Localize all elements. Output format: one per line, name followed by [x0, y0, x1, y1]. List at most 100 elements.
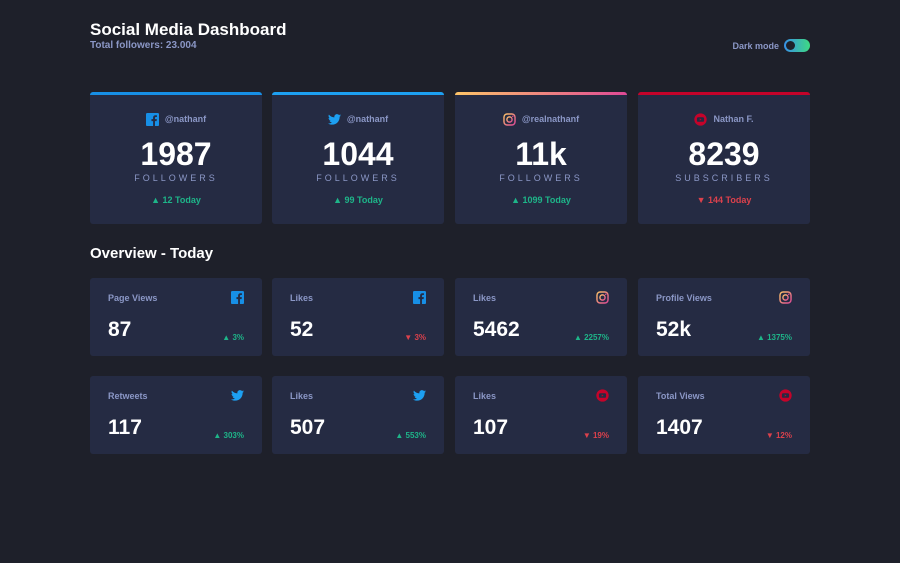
card-handle-row: @nathanf — [272, 112, 444, 126]
overview-title: Overview - Today — [90, 245, 214, 262]
card-instagram[interactable]: @realnathanf 11k FOLLOWERS ▲ 1099 Today — [455, 92, 627, 224]
overview-value: 52 — [290, 318, 314, 341]
overview-card-youtube-likes[interactable]: Likes 107 ▼ 19% — [455, 376, 627, 454]
overview-percent: 3% — [414, 333, 426, 342]
instagram-icon — [503, 112, 516, 126]
card-count: 11k — [515, 136, 567, 172]
card-today: ▲ 99 Today — [272, 195, 444, 205]
overview-card-instagram-profile-views[interactable]: Profile Views 52k ▲ 1375% — [638, 278, 810, 356]
card-handle: @nathanf — [346, 114, 389, 124]
overview-percent: 1375% — [767, 333, 792, 342]
dark-mode-label: Dark mode — [732, 40, 779, 51]
overview-card-facebook-page-views[interactable]: Page Views 87 ▲ 3% — [90, 278, 262, 356]
card-today-text: 144 Today — [708, 195, 752, 205]
arrow-up-icon: ▲ — [222, 333, 233, 342]
card-today: ▲ 12 Today — [90, 195, 262, 205]
card-count: 8239 — [688, 136, 760, 172]
dark-mode-control: Dark mode — [732, 39, 810, 52]
card-today: ▲ 1099 Today — [455, 195, 627, 205]
overview-value: 87 — [108, 318, 132, 341]
arrow-up-icon: ▲ — [333, 195, 343, 205]
arrow-down-icon: ▼ — [696, 195, 706, 205]
card-accent-bar — [638, 92, 810, 95]
overview-label: Likes — [473, 293, 497, 303]
card-unit: FOLLOWERS — [499, 173, 583, 183]
card-today-text: 12 Today — [162, 195, 201, 205]
youtube-icon — [779, 389, 792, 402]
overview-value: 107 — [473, 416, 509, 439]
overview-card-facebook-likes[interactable]: Likes 52 ▼ 3% — [272, 278, 444, 356]
card-handle-row: @nathanf — [90, 112, 262, 126]
card-handle-row: Nathan F. — [638, 112, 810, 126]
overview-label: Page Views — [108, 293, 158, 303]
overview-change: ▲ 553% — [395, 431, 426, 440]
toggle-knob — [786, 41, 795, 50]
arrow-up-icon: ▲ — [573, 333, 585, 342]
twitter-icon — [327, 113, 341, 126]
youtube-icon — [596, 389, 609, 402]
facebook-icon — [231, 291, 244, 304]
card-handle: @nathanf — [164, 114, 207, 124]
card-unit: SUBSCRIBERS — [675, 173, 773, 183]
card-handle: @realnathanf — [521, 114, 580, 124]
overview-percent: 303% — [223, 431, 244, 440]
overview-percent: 19% — [592, 431, 609, 440]
overview-value: 117 — [108, 416, 142, 439]
card-facebook[interactable]: @nathanf 1987 FOLLOWERS ▲ 12 Today — [90, 92, 262, 224]
instagram-icon — [596, 291, 609, 304]
overview-change: ▲ 3% — [222, 333, 244, 342]
overview-percent: 2257% — [584, 333, 609, 342]
overview-change: ▼ 3% — [404, 333, 426, 342]
overview-label: Likes — [290, 293, 314, 303]
overview-change: ▲ 1375% — [757, 333, 792, 342]
card-today-text: 99 Today — [344, 195, 383, 205]
card-today-text: 1099 Today — [522, 195, 571, 205]
overview-value: 52k — [656, 318, 692, 341]
card-unit: FOLLOWERS — [134, 173, 218, 183]
overview-value: 5462 — [473, 318, 520, 341]
card-handle-row: @realnathanf — [455, 112, 627, 126]
overview-percent: 3% — [232, 333, 244, 342]
overview-card-instagram-likes[interactable]: Likes 5462 ▲ 2257% — [455, 278, 627, 356]
arrow-up-icon: ▲ — [395, 431, 406, 440]
overview-percent: 553% — [405, 431, 426, 440]
overview-card-twitter-likes[interactable]: Likes 507 ▲ 553% — [272, 376, 444, 454]
card-count: 1987 — [140, 136, 212, 172]
overview-change: ▼ 19% — [583, 431, 609, 440]
dark-mode-toggle[interactable] — [784, 39, 810, 52]
overview-label: Likes — [290, 391, 314, 401]
card-today: ▼ 144 Today — [638, 195, 810, 205]
overview-label: Profile Views — [656, 293, 712, 303]
arrow-down-icon: ▼ — [582, 431, 593, 440]
overview-card-youtube-total-views[interactable]: Total Views 1407 ▼ 12% — [638, 376, 810, 454]
card-handle: Nathan F. — [713, 114, 754, 124]
page-title: Social Media Dashboard — [90, 20, 287, 39]
card-count: 1044 — [322, 136, 394, 172]
card-twitter[interactable]: @nathanf 1044 FOLLOWERS ▲ 99 Today — [272, 92, 444, 224]
overview-label: Total Views — [656, 391, 705, 401]
facebook-icon — [413, 291, 426, 304]
card-accent-bar — [272, 92, 444, 95]
overview-change: ▲ 303% — [213, 431, 244, 440]
arrow-up-icon: ▲ — [511, 195, 521, 205]
overview-value: 507 — [290, 416, 326, 439]
youtube-icon — [694, 112, 708, 126]
overview-change: ▲ 2257% — [574, 333, 609, 342]
instagram-icon — [779, 291, 792, 304]
overview-value: 1407 — [656, 416, 703, 439]
arrow-down-icon: ▼ — [404, 333, 415, 342]
card-unit: FOLLOWERS — [316, 173, 400, 183]
card-accent-bar — [455, 92, 627, 95]
card-youtube[interactable]: Nathan F. 8239 SUBSCRIBERS ▼ 144 Today — [638, 92, 810, 224]
overview-card-twitter-retweets[interactable]: Retweets 117 ▲ 303% — [90, 376, 262, 454]
overview-percent: 12% — [775, 431, 792, 440]
arrow-up-icon: ▲ — [213, 431, 224, 440]
arrow-up-icon: ▲ — [151, 195, 161, 205]
total-followers: Total followers: 23.004 — [90, 40, 197, 51]
arrow-down-icon: ▼ — [765, 431, 776, 440]
twitter-icon — [231, 389, 244, 402]
overview-label: Likes — [473, 391, 497, 401]
arrow-up-icon: ▲ — [756, 333, 768, 342]
twitter-icon — [413, 389, 426, 402]
card-accent-bar — [90, 92, 262, 95]
